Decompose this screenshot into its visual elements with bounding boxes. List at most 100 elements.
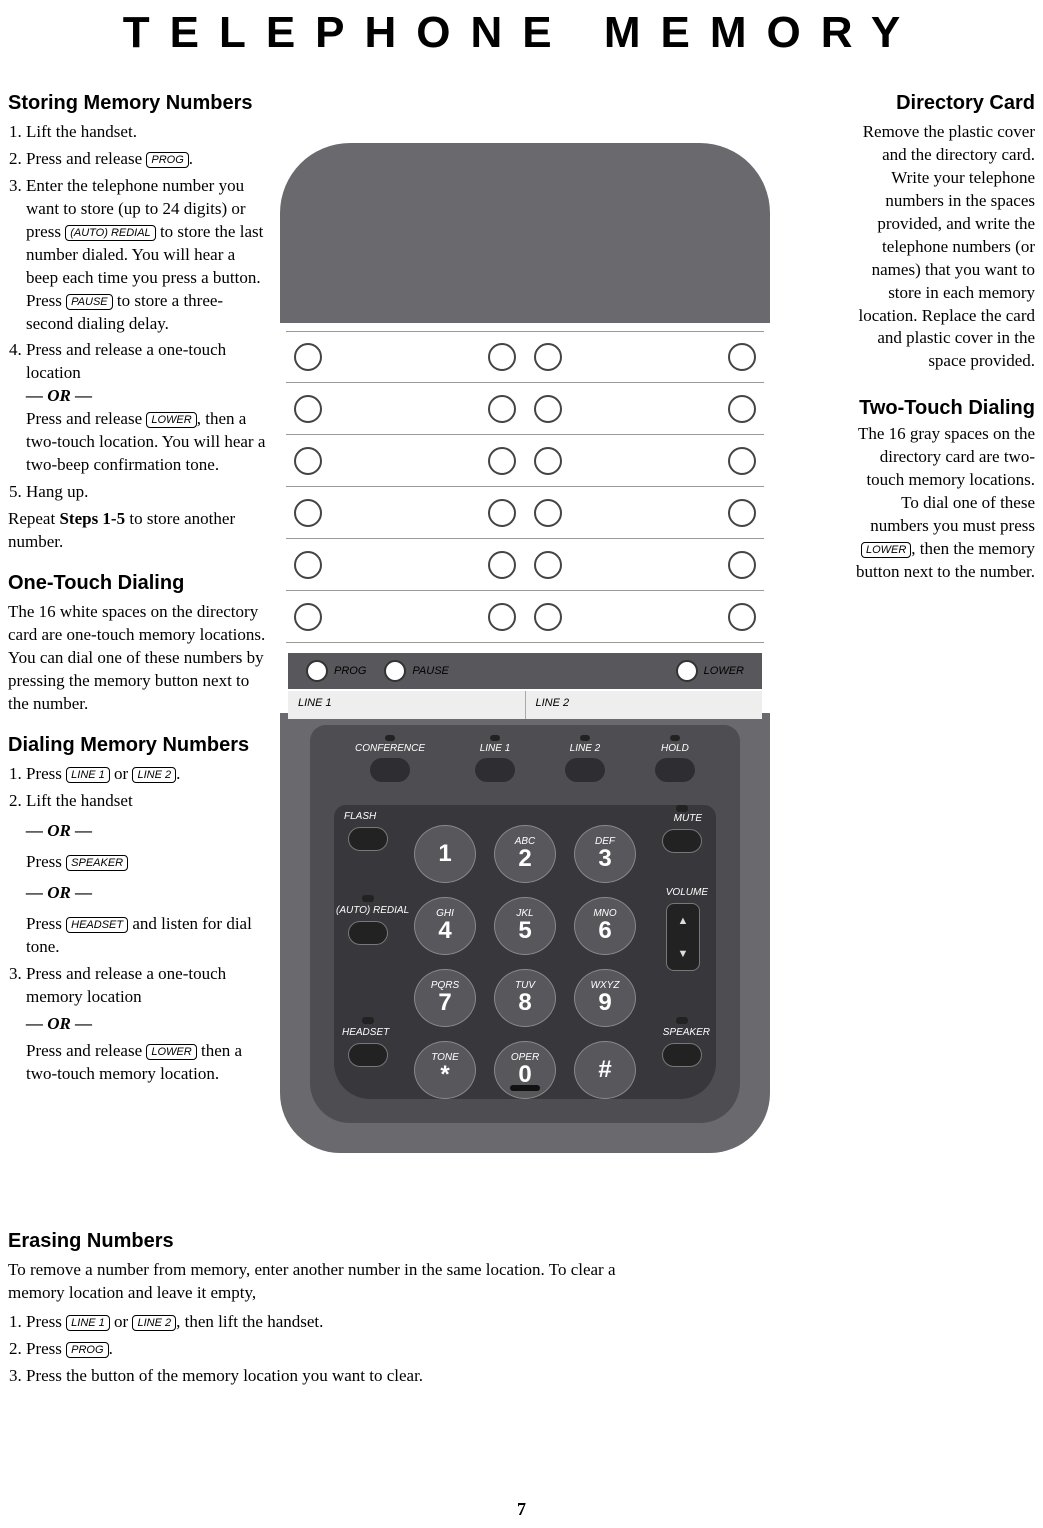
keypad-7[interactable]: PQRS7 (414, 969, 476, 1027)
key-prog: PROG (146, 152, 188, 168)
dialing-step-2: Lift the handset — OR — Press SPEAKER — … (26, 790, 268, 960)
memory-button[interactable] (728, 395, 756, 423)
keypad: 1 ABC2 DEF3 GHI4 JKL5 MNO6 PQRS7 TUV8 WX… (414, 825, 640, 1103)
mute-label: MUTE (674, 813, 702, 824)
memory-button[interactable] (488, 447, 516, 475)
erasing-step-3: Press the button of the memory location … (26, 1365, 628, 1388)
keypad-4[interactable]: GHI4 (414, 897, 476, 955)
keypad-8[interactable]: TUV8 (494, 969, 556, 1027)
key-auto-redial: (AUTO) REDIAL (65, 225, 155, 241)
dialing-step-3: Press and release a one-touch memory loc… (26, 963, 268, 1086)
line1-button[interactable] (475, 758, 515, 782)
keypad-6[interactable]: MNO6 (574, 897, 636, 955)
memory-button[interactable] (534, 551, 562, 579)
memory-button[interactable] (728, 551, 756, 579)
memory-button[interactable] (488, 395, 516, 423)
speaker-button[interactable] (662, 1043, 702, 1067)
line1-slot: LINE 1 (288, 691, 526, 719)
keypad-hash[interactable]: # (574, 1041, 636, 1099)
hold-button[interactable] (655, 758, 695, 782)
memory-button[interactable] (534, 343, 562, 371)
twotouch-body: The 16 gray spaces on the directory card… (855, 423, 1035, 584)
lower-label: LOWER (704, 665, 744, 677)
mute-button[interactable] (662, 829, 702, 853)
pause-button[interactable] (384, 660, 406, 682)
key-pause: PAUSE (66, 294, 112, 310)
memory-button[interactable] (534, 447, 562, 475)
memory-button[interactable] (294, 447, 322, 475)
heading-directory-card: Directory Card (855, 90, 1035, 117)
auto-redial-label: (AUTO) REDIAL (336, 905, 409, 916)
heading-storing: Storing Memory Numbers (8, 90, 268, 117)
volume-label: VOLUME (666, 887, 708, 898)
phone-body: PROG PAUSE LOWER LINE 1 LINE 2 CONFERENC… (280, 143, 770, 1153)
lower-button[interactable] (676, 660, 698, 682)
dialing-step-1: Press LINE 1 or LINE 2. (26, 763, 268, 786)
key-lower: LOWER (146, 1044, 196, 1060)
onetouch-body: The 16 white spaces on the directory car… (8, 601, 268, 716)
storing-steps: Lift the handset. Press and release PROG… (8, 121, 268, 504)
memory-row (286, 383, 764, 435)
memory-row (286, 591, 764, 643)
headset-label: HEADSET (342, 1027, 389, 1038)
memory-row (286, 539, 764, 591)
memory-button[interactable] (488, 343, 516, 371)
directory-card-body: Remove the plastic cover and the directo… (855, 121, 1035, 373)
key-line2: LINE 2 (132, 767, 176, 783)
memory-button[interactable] (728, 499, 756, 527)
memory-row (286, 487, 764, 539)
memory-button[interactable] (488, 551, 516, 579)
memory-button[interactable] (294, 499, 322, 527)
memory-rows (286, 331, 764, 643)
flash-button[interactable] (348, 827, 388, 851)
led-icon (385, 735, 395, 741)
conference-button[interactable] (370, 758, 410, 782)
memory-button[interactable] (488, 499, 516, 527)
led-icon (676, 805, 688, 812)
memory-button[interactable] (534, 603, 562, 631)
key-lower: LOWER (861, 542, 911, 558)
memory-button[interactable] (294, 603, 322, 631)
memory-button[interactable] (534, 395, 562, 423)
erasing-section: Erasing Numbers To remove a number from … (8, 1228, 628, 1392)
mic-icon (510, 1085, 540, 1091)
memory-row (286, 435, 764, 487)
headset-button[interactable] (348, 1043, 388, 1067)
volume-rocker[interactable]: ▲ ▼ (666, 903, 700, 971)
conference-group: CONFERENCE (355, 735, 425, 782)
keypad-9[interactable]: WXYZ9 (574, 969, 636, 1027)
phone-illustration: PROG PAUSE LOWER LINE 1 LINE 2 CONFERENC… (280, 143, 770, 1153)
erasing-intro: To remove a number from memory, enter an… (8, 1259, 628, 1305)
storing-repeat: Repeat Steps 1-5 to store another number… (8, 508, 268, 554)
page-title: TELEPHONE MEMORY (12, 8, 1031, 58)
memory-button[interactable] (728, 343, 756, 371)
memory-button[interactable] (534, 499, 562, 527)
key-speaker: SPEAKER (66, 855, 128, 871)
hold-group: HOLD (655, 735, 695, 782)
keypad-3[interactable]: DEF3 (574, 825, 636, 883)
memory-button[interactable] (728, 603, 756, 631)
storing-step-2: Press and release PROG. (26, 148, 268, 171)
prog-label: PROG (334, 665, 366, 677)
speaker-label: SPEAKER (663, 1027, 710, 1038)
key-lower: LOWER (146, 412, 196, 428)
memory-button[interactable] (488, 603, 516, 631)
prog-pause-lower-row: PROG PAUSE LOWER (288, 653, 762, 689)
keypad-5[interactable]: JKL5 (494, 897, 556, 955)
storing-step-4: Press and release a one-touch location —… (26, 339, 268, 477)
keypad-2[interactable]: ABC2 (494, 825, 556, 883)
keypad-1[interactable]: 1 (414, 825, 476, 883)
led-icon (676, 1017, 688, 1024)
line-label-row: LINE 1 LINE 2 (288, 691, 762, 719)
prog-button[interactable] (306, 660, 328, 682)
keypad-star[interactable]: TONE* (414, 1041, 476, 1099)
memory-button[interactable] (294, 343, 322, 371)
pause-label: PAUSE (412, 665, 448, 677)
memory-button[interactable] (728, 447, 756, 475)
right-column: Directory Card Remove the plastic cover … (855, 90, 1035, 584)
memory-button[interactable] (294, 395, 322, 423)
memory-button[interactable] (294, 551, 322, 579)
line2-button[interactable] (565, 758, 605, 782)
status-row: CONFERENCE LINE 1 LINE 2 (310, 725, 740, 782)
auto-redial-button[interactable] (348, 921, 388, 945)
